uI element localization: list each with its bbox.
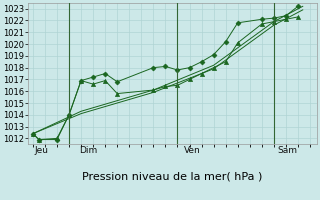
Text: Ven: Ven <box>183 146 200 155</box>
X-axis label: Pression niveau de la mer( hPa ): Pression niveau de la mer( hPa ) <box>83 171 263 181</box>
Text: Sam: Sam <box>277 146 298 155</box>
Text: Jeu: Jeu <box>34 146 48 155</box>
Text: Dim: Dim <box>79 146 97 155</box>
